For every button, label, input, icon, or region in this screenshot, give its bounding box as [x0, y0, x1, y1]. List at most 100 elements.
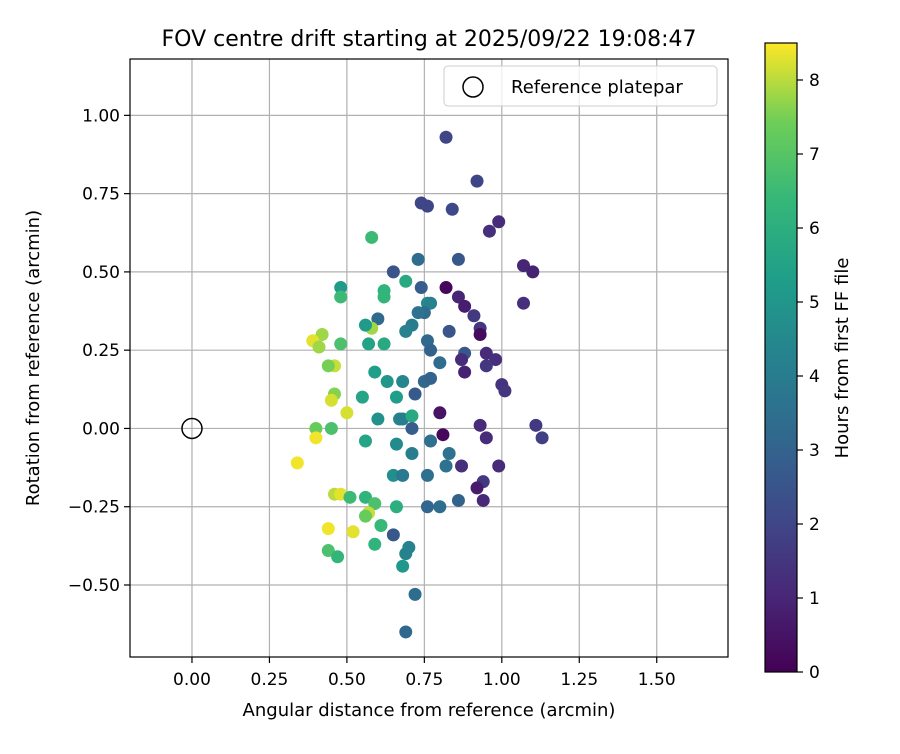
data-point	[479, 431, 493, 445]
data-point	[439, 281, 453, 295]
data-point	[346, 525, 360, 539]
colorbar: 0 1 2 3 4 5 6 7 8 Hours from first FF file	[764, 42, 853, 683]
legend-box	[443, 65, 718, 107]
data-point	[424, 371, 438, 385]
colorbar-tick-label: 8	[809, 71, 820, 91]
colorbar-tick-label: 4	[809, 367, 820, 387]
data-point	[321, 544, 335, 558]
data-point	[312, 340, 326, 354]
scatter-points	[290, 130, 549, 639]
reference-platepar-marker	[181, 417, 203, 440]
data-point	[334, 290, 348, 304]
data-point	[396, 559, 410, 573]
data-point	[424, 296, 438, 310]
data-point	[399, 625, 413, 639]
data-point	[535, 431, 549, 445]
colorbar-tick-label: 6	[809, 219, 820, 239]
legend-label: Reference platepar	[511, 77, 683, 98]
data-point	[358, 490, 372, 504]
colorbar-tick-label: 2	[809, 515, 820, 535]
data-point	[424, 343, 438, 357]
colorbar-ticks: 0 1 2 3 4 5 6 7 8	[797, 71, 820, 683]
data-point	[365, 230, 379, 244]
colorbar-gradient	[765, 43, 797, 672]
data-point	[408, 387, 422, 401]
colorbar-tick-label: 0	[809, 663, 820, 683]
data-point	[473, 418, 487, 432]
plot-frame	[129, 58, 729, 658]
data-point	[451, 252, 465, 266]
data-point	[489, 353, 503, 367]
x-tick-label: 1.50	[638, 670, 676, 690]
data-point	[433, 500, 447, 514]
data-point	[517, 259, 531, 273]
data-point	[476, 493, 490, 507]
data-point	[399, 547, 413, 561]
x-axis-label: Angular distance from reference (arcmin)	[243, 700, 616, 721]
data-point	[439, 130, 453, 144]
data-point	[309, 421, 323, 435]
x-tick-label: 0.50	[328, 670, 366, 690]
data-point	[451, 290, 465, 304]
data-point	[433, 406, 447, 420]
data-point	[442, 446, 456, 460]
data-point	[458, 299, 472, 313]
data-point	[436, 428, 450, 442]
data-point	[358, 434, 372, 448]
data-point	[377, 337, 391, 351]
data-point	[498, 384, 512, 398]
y-tick-label: −0.25	[68, 498, 120, 518]
data-point	[467, 309, 481, 323]
data-point	[479, 359, 493, 373]
data-point	[386, 265, 400, 279]
y-tick-label: 1.00	[82, 106, 120, 126]
legend: Reference platepar	[443, 65, 718, 107]
data-point	[455, 459, 469, 473]
x-tick-label: 0.75	[405, 670, 443, 690]
data-point	[473, 328, 487, 342]
legend-reference-marker	[462, 76, 484, 98]
x-tick-label: 1.00	[483, 670, 521, 690]
colorbar-frame	[764, 42, 798, 673]
data-point	[386, 528, 400, 542]
data-point	[492, 459, 506, 473]
data-point	[411, 306, 425, 320]
x-tick-label: 0.00	[173, 670, 211, 690]
data-point	[442, 324, 456, 338]
data-point	[479, 346, 493, 360]
data-point	[451, 493, 465, 507]
data-point	[355, 390, 369, 404]
data-point	[371, 312, 385, 326]
data-point	[386, 468, 400, 482]
data-point	[368, 497, 382, 511]
data-point	[368, 365, 382, 379]
data-point	[420, 199, 434, 213]
data-point	[408, 587, 422, 601]
data-point	[399, 324, 413, 338]
data-point	[368, 537, 382, 551]
data-point	[399, 274, 413, 288]
y-tick-label: 0.75	[82, 185, 120, 205]
data-point	[321, 522, 335, 536]
data-point	[396, 468, 410, 482]
data-point	[529, 418, 543, 432]
data-point	[290, 456, 304, 470]
colorbar-label: Hours from first FF file	[832, 258, 853, 459]
data-point	[433, 356, 447, 370]
data-point	[420, 500, 434, 514]
data-point	[411, 252, 425, 266]
data-point	[492, 215, 506, 229]
colorbar-tick-label: 3	[809, 441, 820, 461]
data-point	[445, 202, 459, 216]
y-tick-label: 0.50	[82, 263, 120, 283]
data-point	[482, 224, 496, 238]
data-point	[517, 296, 531, 310]
data-point	[321, 359, 335, 373]
data-point	[405, 421, 419, 435]
y-axis-label: Rotation from reference (arcmin)	[23, 210, 44, 506]
y-axis-ticks: −0.50 −0.25 0.00 0.25 0.50 0.75 1.00	[68, 106, 130, 596]
data-point	[470, 174, 484, 188]
data-point	[324, 421, 338, 435]
colorbar-tick-label: 5	[809, 293, 820, 313]
